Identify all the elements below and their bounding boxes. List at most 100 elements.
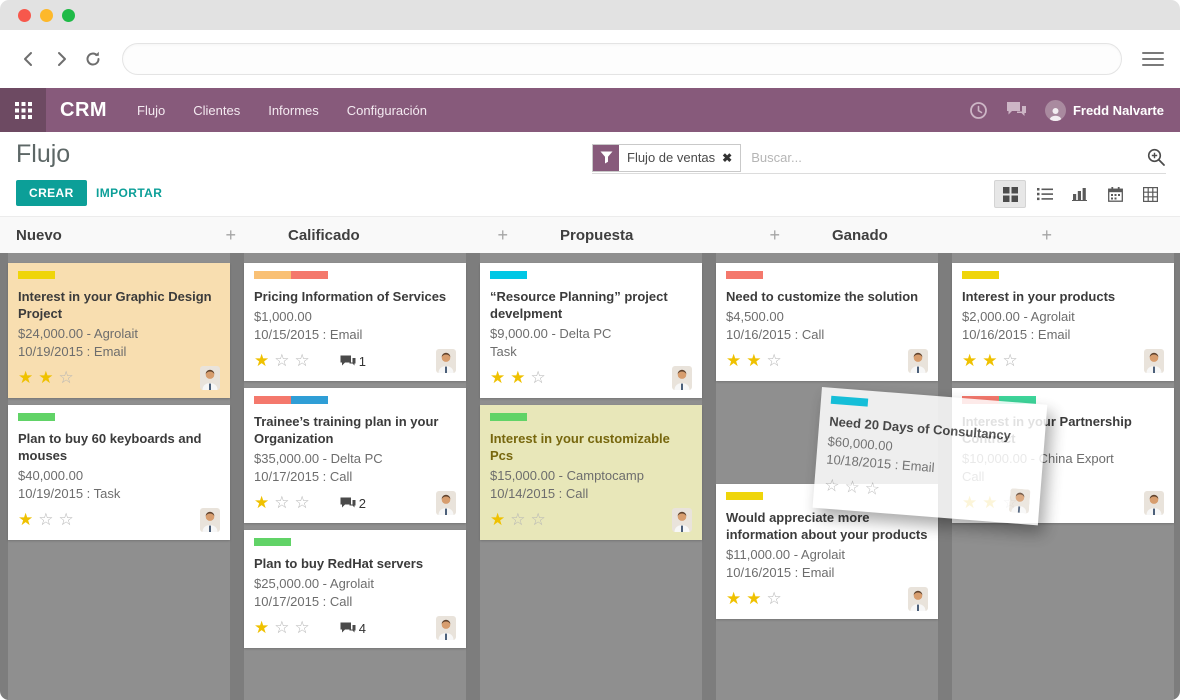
filter-chip[interactable]: Flujo de ventas ✖ <box>592 143 742 172</box>
zoom-window-button[interactable] <box>62 8 75 22</box>
star-icon[interactable]: ☆ <box>863 478 881 499</box>
card-priority-stars[interactable]: ★ ☆ ☆ <box>254 351 310 371</box>
star-icon[interactable]: ★ <box>726 589 742 608</box>
star-icon[interactable]: ★ <box>962 351 978 370</box>
card-priority-stars[interactable]: ★ ☆ ☆ <box>490 510 546 530</box>
kanban-card[interactable]: Pricing Information of Services $1,000.0… <box>244 263 466 381</box>
kanban-card[interactable]: Interest in your products $2,000.00 - Ag… <box>952 263 1174 381</box>
avatar[interactable] <box>200 366 220 390</box>
star-icon[interactable]: ☆ <box>823 475 841 496</box>
card-color-bars <box>962 271 1164 279</box>
card-priority-stars[interactable]: ★ ☆ ☆ <box>254 493 310 513</box>
star-icon[interactable]: ★ <box>746 351 762 370</box>
star-icon[interactable]: ☆ <box>530 510 546 529</box>
avatar[interactable] <box>672 508 692 532</box>
star-icon[interactable]: ★ <box>38 368 54 387</box>
list-view-icon[interactable] <box>1029 180 1061 208</box>
star-icon[interactable]: ★ <box>18 510 34 529</box>
star-icon[interactable]: ☆ <box>530 368 546 387</box>
star-icon[interactable]: ★ <box>490 510 506 529</box>
menu-item-flujo[interactable]: Flujo <box>137 102 166 118</box>
kanban-card[interactable]: Plan to buy 60 keyboards and mouses $40,… <box>8 405 230 540</box>
calendar-view-icon[interactable] <box>1099 180 1131 208</box>
star-icon[interactable]: ★ <box>254 351 270 370</box>
back-icon[interactable] <box>16 46 42 72</box>
dragged-card[interactable]: Need 20 Days of Consultancy $60,000.00 1… <box>812 387 1048 526</box>
kanban-view-icon[interactable] <box>994 180 1026 208</box>
user-menu[interactable]: Fredd Nalvarte <box>1044 99 1164 121</box>
import-button[interactable]: IMPORTAR <box>96 186 163 200</box>
graph-view-icon[interactable] <box>1064 180 1096 208</box>
star-icon[interactable]: ★ <box>510 368 526 387</box>
search-input[interactable] <box>749 149 1141 166</box>
close-window-button[interactable] <box>18 8 31 22</box>
star-icon[interactable]: ★ <box>746 589 762 608</box>
kanban-card[interactable]: “Resource Planning” project develpment $… <box>480 263 702 398</box>
kanban-column: “Resource Planning” project develpment $… <box>480 253 702 700</box>
card-priority-stars[interactable]: ★ ☆ ☆ <box>254 618 310 638</box>
avatar[interactable] <box>200 508 220 532</box>
star-icon[interactable]: ☆ <box>843 477 861 498</box>
kanban-card[interactable]: Trainee’s training plan in your Organiza… <box>244 388 466 523</box>
star-icon[interactable]: ☆ <box>58 368 74 387</box>
star-icon[interactable]: ☆ <box>766 351 782 370</box>
avatar[interactable] <box>436 491 456 515</box>
plus-icon[interactable]: + <box>497 225 508 245</box>
star-icon[interactable]: ☆ <box>294 351 310 370</box>
kanban-card[interactable]: Interest in your Graphic Design Project … <box>8 263 230 398</box>
card-priority-stars[interactable]: ★★☆ <box>962 351 1018 371</box>
minimize-window-button[interactable] <box>40 8 53 22</box>
url-bar[interactable] <box>122 43 1122 75</box>
apps-grid-icon[interactable] <box>0 88 46 132</box>
forward-icon[interactable] <box>48 46 74 72</box>
star-icon[interactable]: ☆ <box>274 351 290 370</box>
menu-item-clientes[interactable]: Clientes <box>193 102 241 118</box>
kanban-card[interactable]: Interest in your customizable Pcs $15,00… <box>480 405 702 540</box>
menu-item-configuracion[interactable]: Configuración <box>346 102 427 118</box>
kanban-card[interactable]: Plan to buy RedHat servers $25,000.00 - … <box>244 530 466 648</box>
create-button[interactable]: CREAR <box>16 180 87 206</box>
star-icon[interactable]: ☆ <box>766 589 782 608</box>
star-icon[interactable]: ★ <box>982 351 998 370</box>
avatar[interactable] <box>908 587 928 611</box>
star-icon[interactable]: ★ <box>254 493 270 512</box>
star-icon[interactable]: ☆ <box>58 510 74 529</box>
star-icon[interactable]: ☆ <box>274 493 290 512</box>
zoom-in-search-icon[interactable] <box>1147 148 1166 167</box>
star-icon[interactable]: ☆ <box>510 510 526 529</box>
plus-icon[interactable]: + <box>1041 225 1052 245</box>
avatar[interactable] <box>672 366 692 390</box>
card-priority-stars[interactable]: ★★☆ <box>18 368 74 388</box>
avatar[interactable] <box>1008 488 1031 514</box>
card-priority-stars[interactable]: ★★☆ <box>726 351 782 371</box>
star-icon[interactable]: ★ <box>490 368 506 387</box>
reload-icon[interactable] <box>80 46 106 72</box>
kanban-card[interactable]: Need to customize the solution $4,500.00… <box>716 263 938 381</box>
star-icon[interactable]: ★ <box>18 368 34 387</box>
clock-icon[interactable] <box>969 101 988 120</box>
star-icon[interactable]: ★ <box>726 351 742 370</box>
plus-icon[interactable]: + <box>225 225 236 245</box>
star-icon[interactable]: ★ <box>254 618 270 637</box>
avatar[interactable] <box>1144 349 1164 373</box>
card-priority-stars[interactable]: ★ ☆ ☆ <box>18 510 74 530</box>
plus-icon[interactable]: + <box>769 225 780 245</box>
star-icon[interactable]: ☆ <box>38 510 54 529</box>
menu-icon[interactable] <box>1142 52 1164 66</box>
star-icon[interactable]: ☆ <box>294 493 310 512</box>
card-priority-stars[interactable]: ☆ ☆ ☆ <box>823 475 881 500</box>
avatar[interactable] <box>908 349 928 373</box>
avatar[interactable] <box>1144 491 1164 515</box>
card-priority-stars[interactable]: ★★☆ <box>490 368 546 388</box>
kanban-card[interactable]: Need 20 Days of Consultancy $60,000.00 1… <box>812 387 1048 526</box>
star-icon[interactable]: ☆ <box>1002 351 1018 370</box>
chat-icon[interactable] <box>1006 101 1027 119</box>
remove-filter-icon[interactable]: ✖ <box>722 150 733 165</box>
star-icon[interactable]: ☆ <box>294 618 310 637</box>
star-icon[interactable]: ☆ <box>274 618 290 637</box>
menu-item-informes[interactable]: Informes <box>268 102 319 118</box>
avatar[interactable] <box>436 616 456 640</box>
avatar[interactable] <box>436 349 456 373</box>
pivot-view-icon[interactable] <box>1134 180 1166 208</box>
card-priority-stars[interactable]: ★★☆ <box>726 589 782 609</box>
